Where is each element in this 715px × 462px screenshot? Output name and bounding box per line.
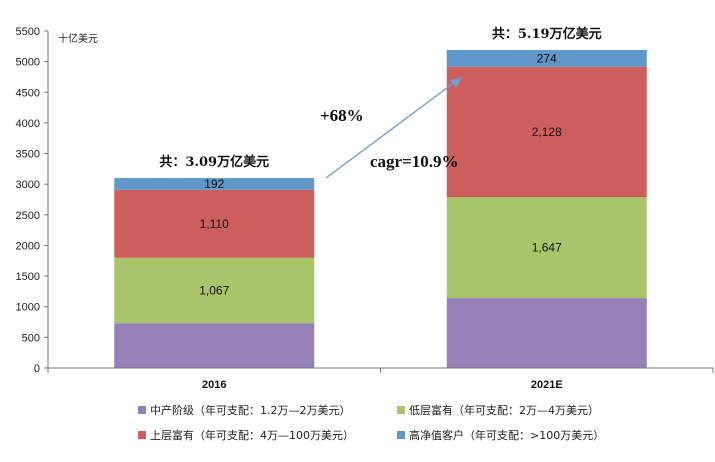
legend-label: 上层富有（年可支配：4万—100万美元） [150,428,354,442]
legend-swatch [397,406,405,414]
y-tick-label: 1500 [16,271,40,283]
bar-total-label: 共：5.19万亿美元 [492,26,602,42]
growth-arrow-head [450,77,462,88]
legend-label: 低层富有（年可支配：2万—4万美元） [409,403,599,417]
bar-segment [446,49,647,67]
y-tick-label: 2500 [16,210,40,222]
bars: 1,067 1,110 192 共：3.09万亿美元 1,647 2,128 274 共：5.… [114,26,647,368]
y-tick-label: 500 [22,332,40,344]
growth-label: +68% [320,106,364,125]
bar-value-label: 274 [537,51,557,65]
unit-label: 十亿美元 [58,32,98,45]
legend: 中产阶级（年可支配：1.2万—2万美元） 低层富有（年可支配：2万—4万美元） 上层… [138,403,604,442]
y-tick-label: 5000 [16,57,40,69]
bar-segment [446,66,647,198]
y-tick-label: 4000 [16,118,40,130]
bar-segment [114,323,315,368]
bar-segment [114,257,315,324]
cagr-label: cagr=10.9% [370,152,459,171]
growth-annotation: +68% cagr=10.9% [320,77,462,179]
watermark-text: 知乎 @邹韦 [612,424,692,442]
bar-value-label: 1,647 [532,241,562,255]
y-axis: 0 500 1000 1500 2000 2500 3000 3500 4000 4500 5000… [16,26,49,375]
legend-swatch [397,431,405,439]
legend-label: 中产阶级（年可支配：1.2万—2万美元） [150,403,351,417]
bar-segment [114,189,315,258]
bar-total-label: 共：3.09万亿美元 [159,154,269,170]
bar-segment [446,197,647,299]
bar-value-label: 192 [204,177,224,191]
bar-value-label: 1,067 [199,284,229,298]
y-tick-label: 3500 [16,149,40,161]
y-tick-label: 3000 [16,179,40,191]
legend-swatch [138,406,146,414]
y-tick-label: 4500 [16,87,40,99]
legend-swatch [138,431,146,439]
watermark: 知乎 @邹韦 [612,424,692,442]
bar-segment [446,298,647,368]
x-tick-label: 2016 [202,379,226,391]
legend-label: 高净值客户（年可支配：>100万美元） [409,428,604,442]
growth-arrow-line [325,81,456,179]
bar-value-label: 1,110 [200,217,229,231]
bar-value-label: 2,128 [532,125,562,139]
y-tick-label: 1000 [16,302,40,314]
bar-segment [114,178,315,190]
x-axis: 2016 2021E [47,367,714,391]
y-tick-label: 5500 [16,26,40,38]
x-tick-label: 2021E [531,379,563,391]
y-tick-label: 2000 [16,240,40,252]
y-tick-label: 0 [34,363,40,375]
